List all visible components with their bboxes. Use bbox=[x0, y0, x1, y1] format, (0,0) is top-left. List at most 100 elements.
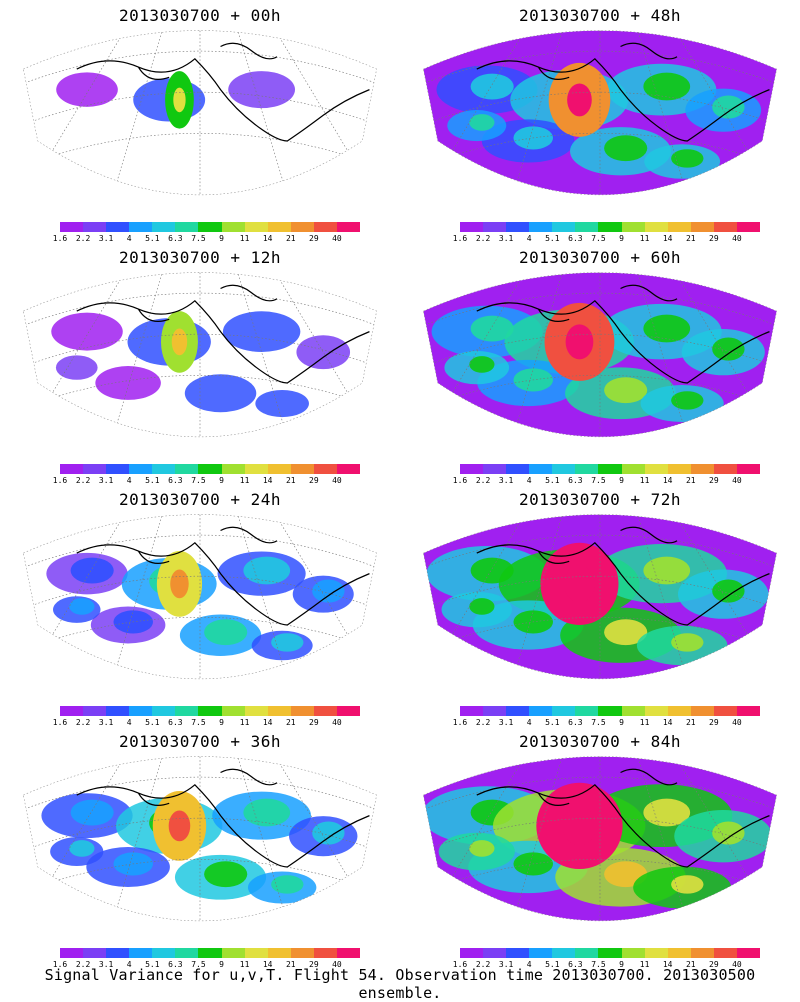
latitude-line bbox=[23, 333, 377, 379]
colorbar-swatch bbox=[129, 948, 153, 958]
colorbar-tick-label: 14 bbox=[662, 718, 673, 727]
map-boundary bbox=[23, 756, 377, 922]
latitude-line bbox=[23, 776, 377, 822]
latitude-line bbox=[23, 575, 377, 621]
forecast-panel: 2013030700 + 00h 1.6 2.2 3.1 4 5.1 6.3 7.5 9 11 14… bbox=[0, 0, 400, 243]
longitude-line bbox=[23, 514, 201, 679]
colorbar bbox=[460, 706, 761, 716]
colorbar-swatch bbox=[244, 222, 268, 232]
longitude-line bbox=[199, 272, 377, 437]
latitude-line bbox=[23, 91, 377, 137]
colorbar-tick-label: 7.5 bbox=[591, 718, 606, 727]
variance-map bbox=[23, 272, 377, 438]
colorbar-tick-label: 4 bbox=[126, 718, 132, 727]
colorbar-swatch bbox=[221, 706, 245, 716]
coastline bbox=[76, 42, 370, 142]
colorbar-tick-label: 29 bbox=[309, 476, 319, 485]
variance-maximum bbox=[168, 810, 191, 842]
colorbar-tick-label: 11 bbox=[639, 718, 650, 727]
variance-blob bbox=[712, 821, 745, 845]
latitude-line bbox=[23, 50, 377, 96]
variance-maximum bbox=[564, 565, 595, 603]
colorbar-tick-label: 6.3 bbox=[168, 718, 183, 727]
colorbar-swatch bbox=[736, 464, 761, 474]
colorbar-tick-label: 14 bbox=[262, 476, 273, 485]
variance-blob bbox=[204, 861, 248, 888]
colorbar-tick-label: 1.6 bbox=[452, 960, 468, 969]
colorbar-tick-label: 5.1 bbox=[145, 476, 160, 485]
latitude-line bbox=[423, 333, 777, 379]
longitude-line bbox=[23, 756, 201, 921]
variance-blob bbox=[296, 335, 351, 370]
colorbar-tick-label: 7.5 bbox=[591, 234, 606, 243]
colorbar-swatch bbox=[483, 222, 507, 232]
colorbar-tick-label: 29 bbox=[309, 960, 319, 969]
colorbar-tick-label: 21 bbox=[285, 718, 296, 727]
colorbar-tick-label: 9 bbox=[619, 960, 624, 969]
colorbar-tick-label: 4 bbox=[526, 960, 532, 969]
colorbar-tick-label: 4 bbox=[526, 234, 532, 243]
variance-blob bbox=[671, 149, 704, 168]
variance-blob bbox=[95, 366, 161, 400]
colorbar-tick-label: 6.3 bbox=[168, 960, 183, 969]
colorbar-tick-label: 6.3 bbox=[568, 718, 583, 727]
colorbar-swatch bbox=[552, 464, 576, 474]
variance-map bbox=[423, 30, 777, 196]
variance-blob bbox=[671, 875, 704, 894]
colorbar-swatch bbox=[667, 464, 691, 474]
colorbar-tick-label: 21 bbox=[685, 718, 696, 727]
map-background bbox=[23, 30, 377, 195]
colorbar-swatch bbox=[713, 464, 737, 474]
colorbar-tick-label: 1.6 bbox=[52, 234, 68, 243]
colorbar-tick-label: 40 bbox=[332, 718, 342, 727]
variance-blob bbox=[671, 633, 704, 652]
latitude-line bbox=[423, 292, 777, 338]
colorbar bbox=[460, 464, 761, 474]
variance-blob bbox=[604, 377, 648, 404]
variance-maximum bbox=[170, 569, 189, 599]
colorbar-swatch bbox=[736, 222, 761, 232]
latitude-line bbox=[423, 50, 777, 96]
variance-blob bbox=[70, 557, 114, 584]
colorbar-swatch bbox=[644, 464, 668, 474]
colorbar-tick-label: 29 bbox=[709, 234, 719, 243]
map-boundary bbox=[23, 272, 377, 438]
colorbar-swatch bbox=[175, 464, 199, 474]
colorbar-tick-label: 14 bbox=[262, 234, 273, 243]
colorbar-swatch bbox=[644, 222, 668, 232]
variance-blob bbox=[643, 556, 691, 585]
colorbar-tick-label: 11 bbox=[639, 476, 650, 485]
figure-caption: Signal Variance for u,v,T. Flight 54. Ob… bbox=[44, 966, 756, 1002]
colorbar-swatch bbox=[460, 464, 484, 474]
longitude-line bbox=[199, 756, 377, 921]
colorbar-swatch bbox=[575, 948, 599, 958]
variance-map bbox=[423, 514, 777, 680]
coastline bbox=[76, 768, 370, 868]
coastline bbox=[476, 768, 770, 868]
variance-maximum bbox=[565, 324, 594, 360]
panel-title: 2013030700 + 60h bbox=[518, 248, 682, 267]
colorbar-tick-label: 5.1 bbox=[545, 234, 560, 243]
colorbar-tick-label: 7.5 bbox=[191, 234, 206, 243]
colorbar bbox=[60, 222, 361, 232]
colorbar-tick-label: 1.6 bbox=[52, 960, 68, 969]
colorbar-swatch bbox=[83, 222, 107, 232]
colorbar-tick-label: 21 bbox=[285, 476, 296, 485]
colorbar-tick-label: 6.3 bbox=[168, 476, 183, 485]
colorbar-tick-label: 40 bbox=[732, 718, 742, 727]
colorbar-tick-label: 3.1 bbox=[98, 234, 114, 243]
colorbar-swatch bbox=[198, 464, 222, 474]
colorbar-tick-label: 4 bbox=[126, 960, 132, 969]
coastline bbox=[76, 284, 370, 384]
colorbar-tick-label: 2.2 bbox=[475, 234, 491, 243]
colorbar-tick-label: 4 bbox=[126, 476, 132, 485]
variance-blob bbox=[470, 315, 514, 342]
colorbar-labels: 1.6 2.2 3.1 4 5.1 6.3 7.5 9 11 14 21 29 40 bbox=[453, 234, 760, 244]
longitude-line bbox=[23, 30, 201, 195]
colorbar-labels: 1.6 2.2 3.1 4 5.1 6.3 7.5 9 11 14 21 29 40 bbox=[53, 476, 360, 486]
colorbar-swatch bbox=[313, 948, 337, 958]
variance-blob bbox=[243, 556, 291, 585]
coastline bbox=[476, 42, 770, 142]
colorbar-swatch bbox=[336, 222, 361, 232]
colorbar-tick-label: 9 bbox=[219, 234, 224, 243]
